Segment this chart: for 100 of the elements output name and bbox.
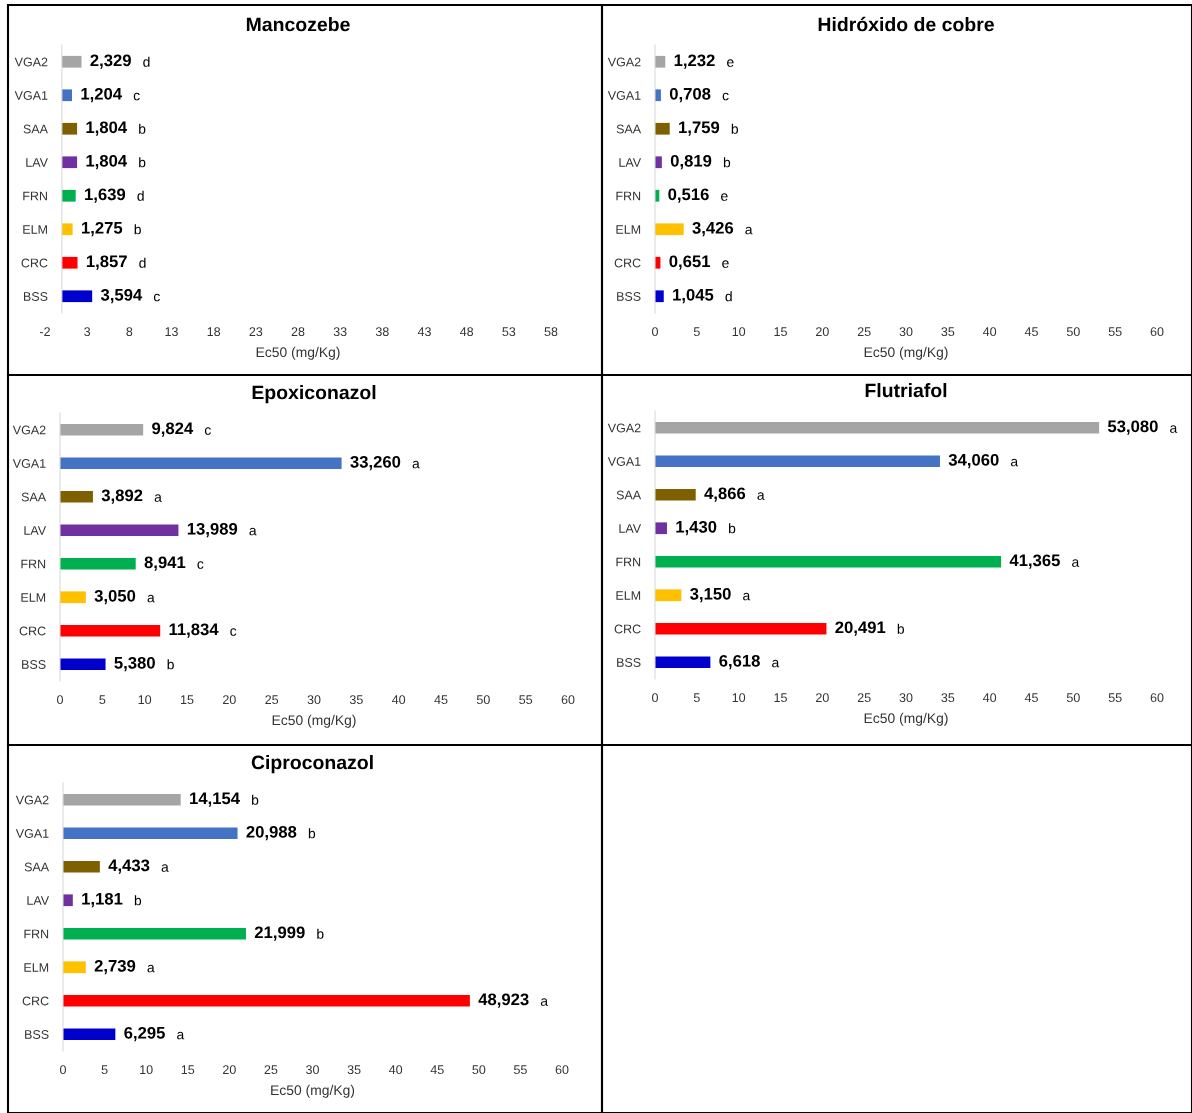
data-label: 1,759 [679, 121, 720, 136]
annotation: a [249, 527, 257, 536]
data-label: 3,426 [692, 221, 734, 237]
data-label: 34,060 [948, 453, 999, 469]
data-label: 33,260 [350, 455, 401, 471]
bar [60, 557, 136, 570]
x-tick-label: 45 [1024, 327, 1038, 337]
bar [61, 156, 78, 169]
text: a [1170, 425, 1178, 433]
y-tick-label: LAV [619, 524, 642, 533]
data-label: 1,204 [81, 87, 122, 103]
bar [655, 223, 684, 236]
annotation: a [1010, 458, 1019, 467]
annotation: b [134, 895, 142, 906]
data-label: 2,739 [94, 959, 136, 975]
data-label: 1,804 [86, 154, 128, 170]
y-tick-label: LAV [27, 896, 50, 905]
data-label: 2,329 [90, 54, 131, 69]
x-tick-label: 10 [732, 693, 746, 703]
bar [655, 589, 682, 602]
x-tick-label: 20 [223, 695, 236, 705]
data-label: 20,491 [835, 621, 886, 636]
data-label: 0,516 [668, 188, 709, 203]
x-tick-label: 53 [502, 327, 516, 337]
x-axis-title: Ec50 (mg/Kg) [864, 346, 948, 360]
x-tick-label: 60 [555, 1065, 569, 1075]
bar [61, 122, 78, 135]
annotation: d [139, 257, 146, 268]
annotation: c [230, 628, 237, 636]
x-tick-label: 60 [1150, 327, 1164, 337]
y-tick-label: FRN [21, 559, 46, 569]
x-tick-label: 5 [99, 695, 106, 705]
y-tick-label: FRN [616, 191, 641, 201]
annotation: a [147, 964, 155, 973]
bar [655, 290, 664, 303]
y-tick-label: VGA1 [607, 457, 641, 466]
data-label: 1,639 [85, 188, 126, 203]
y-tick-label: VGA2 [14, 57, 48, 67]
bar [63, 994, 470, 1007]
y-tick-label: VGA1 [15, 829, 49, 838]
bar [63, 961, 86, 974]
y-tick-label: LAV [24, 526, 47, 535]
bar [655, 122, 670, 135]
bar [63, 894, 73, 907]
data-label: 13,989 [187, 522, 238, 538]
bar [655, 555, 1002, 568]
bar [60, 591, 86, 604]
data-label: 53,080 [1107, 420, 1158, 435]
y-tick-label: LAV [26, 158, 48, 167]
x-tick-label: 48 [460, 327, 474, 337]
chart-title: Flutriafol [865, 383, 947, 398]
bar [60, 457, 342, 470]
data-label: 1,275 [82, 221, 123, 237]
y-tick-label: ELM [24, 963, 49, 972]
data-label: 6,295 [124, 1026, 165, 1042]
chart-title: Hidróxido de cobre [818, 16, 994, 32]
bar [63, 793, 181, 806]
x-tick-label: 23 [249, 327, 263, 337]
annotation: c [204, 427, 211, 435]
annotation: a [147, 594, 155, 603]
x-tick-label: 15 [181, 1065, 195, 1075]
bar [655, 455, 940, 468]
x-tick-label: 8 [126, 327, 133, 337]
x-tick-label: 10 [140, 1065, 153, 1075]
x-tick-label: 55 [519, 695, 533, 705]
x-tick-label: 20 [223, 1065, 236, 1075]
bar [60, 524, 179, 537]
x-tick-label: 40 [392, 695, 406, 705]
y-tick-label: VGA2 [15, 795, 49, 805]
data-label: 1,857 [86, 255, 127, 270]
annotation: d [143, 56, 150, 67]
data-label: 11,834 [169, 623, 219, 638]
y-tick-label: BSS [22, 660, 46, 669]
y-tick-label: FRN [23, 191, 47, 201]
annotation: c [133, 92, 140, 101]
annotation: e [721, 193, 728, 201]
annotation: b [139, 157, 146, 168]
data-label: 5,380 [114, 656, 155, 672]
x-tick-label: 35 [349, 695, 363, 705]
bar [61, 223, 73, 236]
y-tick-label: ELM [23, 225, 47, 234]
x-tick-label: 45 [430, 1065, 444, 1075]
y-tick-label: VGA2 [607, 57, 641, 67]
annotation: a [1072, 559, 1080, 567]
annotation: b [897, 623, 904, 634]
bar [63, 927, 246, 940]
y-tick-label: VGA2 [607, 423, 641, 433]
y-tick-label: ELM [616, 225, 641, 234]
annotation: d [137, 190, 144, 201]
bar [655, 421, 1100, 434]
x-tick-label: 50 [472, 1065, 486, 1075]
x-tick-label: 35 [941, 693, 955, 703]
annotation: b [731, 123, 739, 134]
x-tick-label: 0 [60, 1065, 66, 1075]
x-axis-title: Ec50 (mg/Kg) [864, 712, 948, 726]
x-tick-label: 55 [1108, 327, 1122, 337]
x-tick-label: 25 [857, 327, 871, 337]
x-axis-title: Ec50 (mg/Kg) [256, 346, 340, 360]
annotation: b [167, 659, 174, 670]
y-tick-label: BSS [617, 292, 641, 301]
